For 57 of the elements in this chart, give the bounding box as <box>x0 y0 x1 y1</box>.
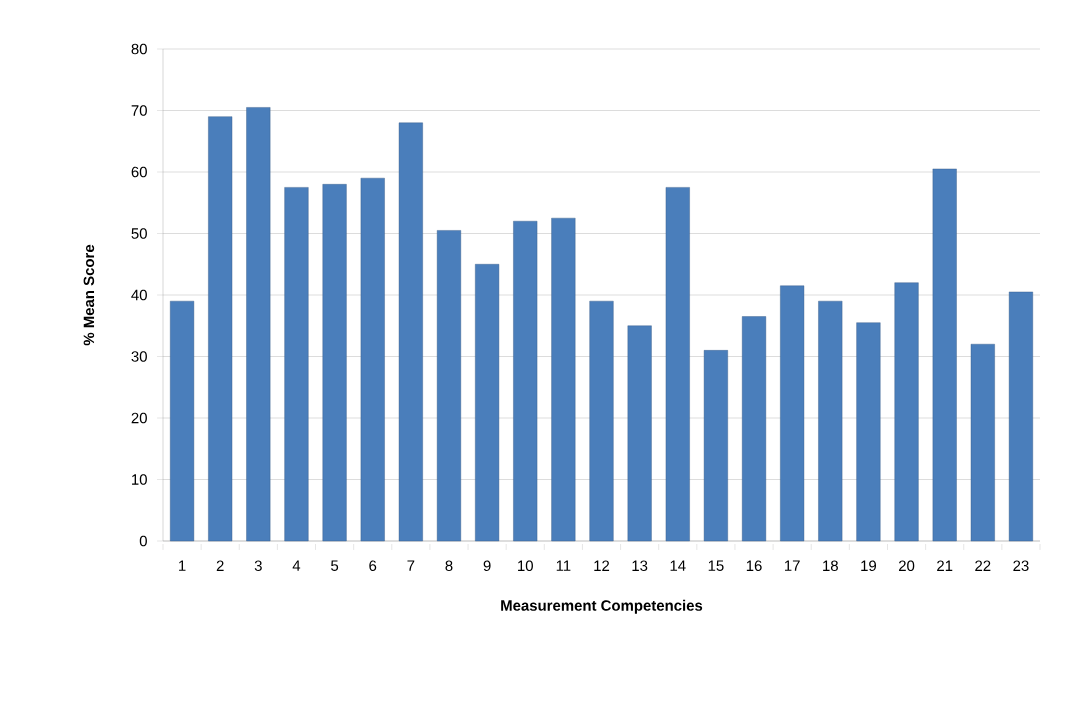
bar <box>703 350 728 542</box>
bar <box>284 187 309 542</box>
y-axis-title: % Mean Score <box>83 244 95 346</box>
bar <box>436 230 461 542</box>
x-tick-label: 17 <box>784 560 800 571</box>
bar <box>170 300 195 542</box>
bar <box>589 300 614 542</box>
y-tick-label: 30 <box>131 351 147 362</box>
x-tick-label: 19 <box>861 560 877 572</box>
x-tick-label: 15 <box>708 560 724 571</box>
bar <box>1008 291 1033 542</box>
x-tick-label: 1 <box>179 560 186 571</box>
x-tick-label: 11 <box>556 560 571 571</box>
y-tick-label: 80 <box>131 43 147 55</box>
bar <box>665 187 690 542</box>
x-axis-title: Measurement Competencies <box>501 599 703 614</box>
x-tick-label: 3 <box>254 560 262 572</box>
bar <box>513 221 538 542</box>
y-tick-label: 20 <box>131 412 147 424</box>
bar <box>246 107 271 542</box>
bar <box>475 264 500 542</box>
x-tick-label: 13 <box>632 560 648 572</box>
bar <box>932 168 957 542</box>
x-tick-label: 20 <box>898 560 915 572</box>
x-tick-label: 18 <box>823 560 838 572</box>
bar <box>742 316 767 542</box>
x-tick-label: 23 <box>1013 560 1029 572</box>
y-tick-label: 10 <box>132 474 147 485</box>
x-tick-label: 21 <box>937 560 953 571</box>
bar <box>322 184 347 542</box>
bar <box>780 285 805 542</box>
x-tick-label: 14 <box>670 560 686 571</box>
x-tick-label: 6 <box>369 560 377 572</box>
bar <box>398 122 423 542</box>
x-tick-label: 8 <box>445 560 453 572</box>
x-tick-label: 4 <box>292 560 301 571</box>
y-tick-label: 60 <box>131 166 147 178</box>
bar <box>360 177 385 542</box>
x-tick-label: 7 <box>407 560 415 571</box>
bar <box>551 217 576 542</box>
bar <box>818 300 843 542</box>
x-tick-label: 9 <box>483 560 491 572</box>
bar <box>208 116 233 542</box>
bar <box>970 344 995 542</box>
x-tick-label: 5 <box>331 560 339 571</box>
y-tick-label: 0 <box>139 535 147 547</box>
x-tick-label: 12 <box>594 560 610 571</box>
x-tick-label: 22 <box>975 560 991 571</box>
bar <box>856 322 881 542</box>
x-tick-label: 2 <box>216 560 224 571</box>
y-tick-label: 70 <box>131 105 147 116</box>
bar <box>627 325 652 542</box>
bar <box>894 282 919 542</box>
x-tick-label: 10 <box>518 560 533 572</box>
y-tick-label: 40 <box>131 289 147 301</box>
y-tick-label: 50 <box>131 228 147 239</box>
x-tick-label: 16 <box>746 560 762 572</box>
